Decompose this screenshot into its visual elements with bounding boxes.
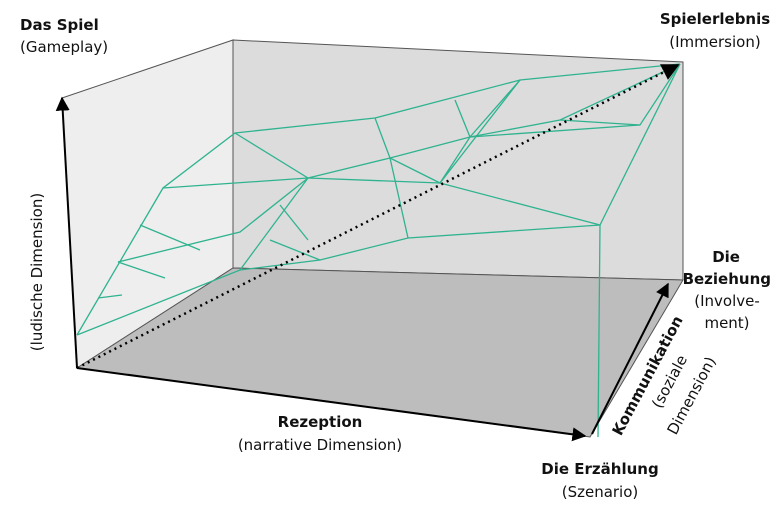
corner-subtitle: (Gameplay) [20,38,108,56]
axis-label: (narrative Dimension) [238,436,402,454]
corner-title: Die [712,248,740,266]
corner-title: Beziehung [683,270,771,288]
corner-title: Das Spiel [20,16,99,34]
corner-subtitle: ment) [704,314,749,332]
corner-subtitle: (Immersion) [669,33,760,51]
depth-axis [591,282,669,435]
immersion-arrow [76,63,680,370]
corner-title: Die Erzählung [541,460,658,478]
horizontal-axis [76,367,587,442]
axis-title: Rezeption [278,413,363,431]
axis-label: (ludische Dimension) [28,193,46,351]
vertical-axis [55,96,78,369]
corner-title: Spielerlebnis [660,10,770,28]
corner-subtitle: (Involve- [694,292,760,310]
mesh [76,63,681,438]
corner-subtitle: (Szenario) [562,483,639,501]
